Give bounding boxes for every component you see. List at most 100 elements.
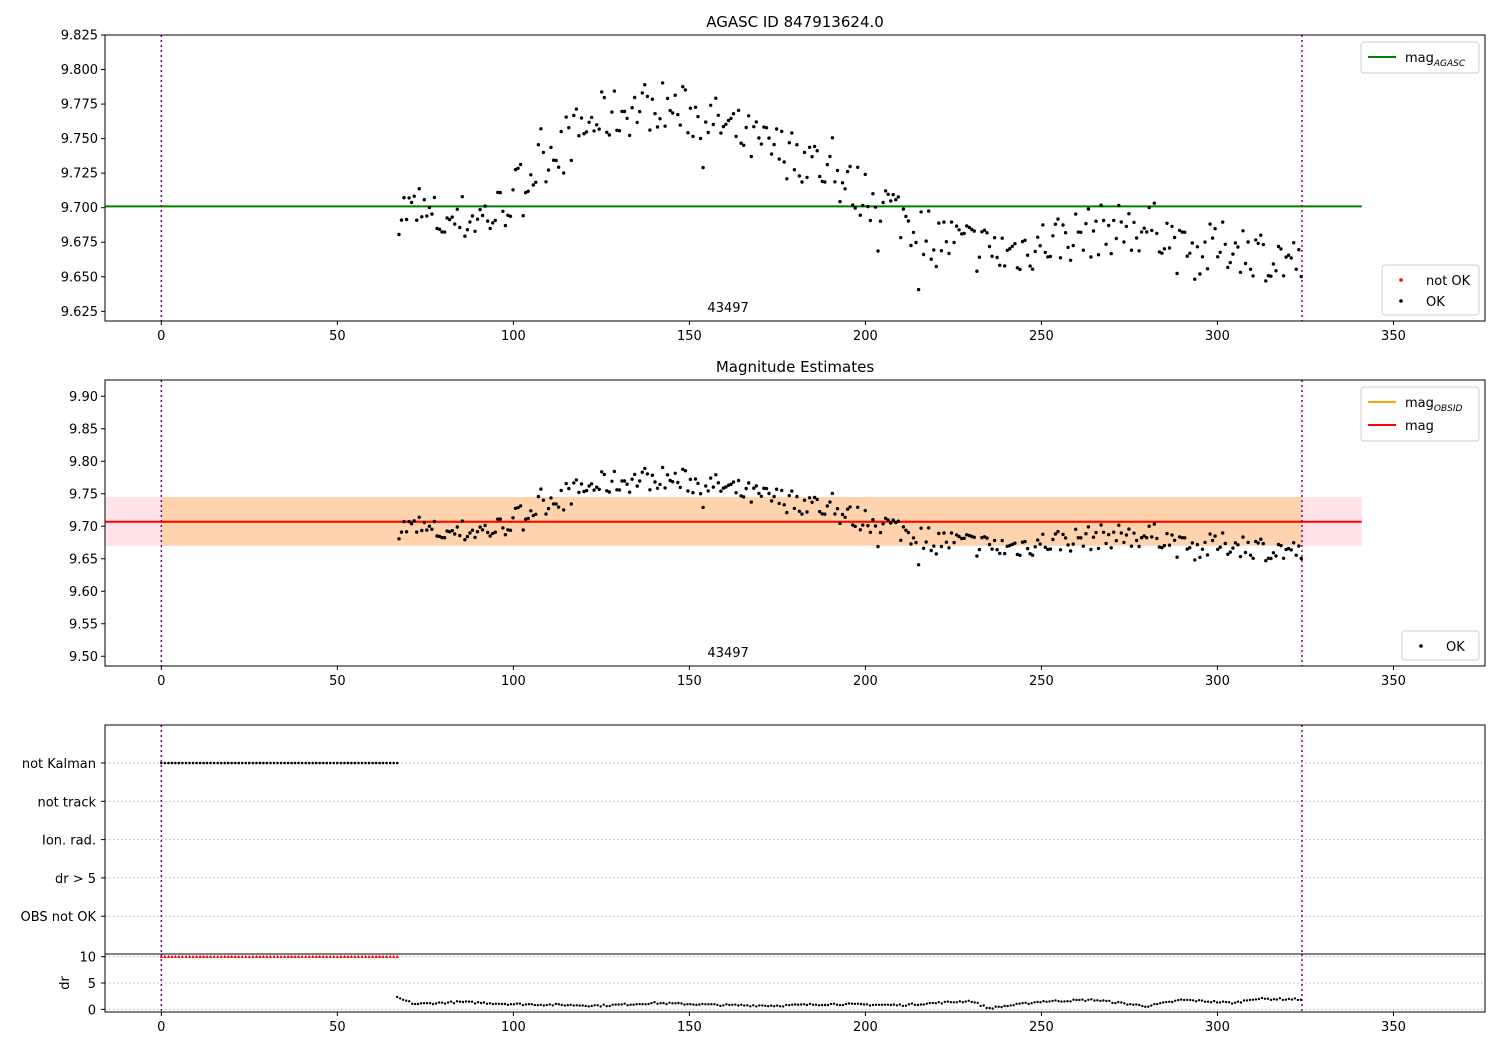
ok-point: [643, 466, 647, 471]
dr-ok-point: [479, 1001, 483, 1005]
ok-point: [483, 204, 487, 208]
dr-ok-point: [892, 1003, 896, 1006]
x-tick-label: 0: [157, 1020, 165, 1035]
ok-point: [584, 130, 589, 134]
dr-ok-point: [542, 1004, 545, 1007]
dr-ok-point: [1105, 999, 1108, 1003]
ok-point: [1147, 524, 1151, 528]
dr-ok-point: [1093, 999, 1096, 1002]
ok-point: [526, 516, 530, 521]
flag-point: [350, 761, 353, 765]
ok-point: [949, 220, 954, 224]
dr-ok-point: [898, 1003, 902, 1006]
ok-point: [797, 174, 802, 178]
dr-ok-point: [901, 1004, 905, 1008]
ok-point: [645, 472, 650, 476]
ok-point: [1084, 532, 1088, 536]
ok-point: [493, 218, 497, 223]
dr-not-ok-point: [170, 954, 174, 958]
flag-point: [279, 761, 283, 765]
dr-not-ok-point: [392, 954, 396, 958]
ok-point: [792, 168, 797, 172]
dr-ok-point: [518, 1002, 522, 1005]
ok-point: [818, 174, 822, 179]
dr-ok-point: [671, 1002, 674, 1005]
dr-ok-point: [422, 1002, 426, 1005]
dr-ok-point: [967, 999, 970, 1002]
dr-ok-point: [1021, 1001, 1024, 1005]
ok-point: [1127, 527, 1131, 531]
ok-point: [780, 129, 784, 134]
ok-point: [625, 482, 629, 486]
ok-point: [1170, 224, 1174, 229]
ok-point: [534, 180, 538, 184]
flag-category-label: not Kalman: [22, 757, 96, 772]
ok-point: [987, 244, 992, 249]
ok-point: [567, 486, 571, 491]
ok-point: [1185, 254, 1189, 258]
flag-point: [216, 761, 219, 765]
dr-ok-point: [623, 1002, 626, 1005]
ok-point: [635, 484, 639, 488]
ok-point: [985, 231, 989, 235]
ok-point: [607, 490, 611, 494]
ok-point: [506, 528, 510, 532]
ok-point: [412, 519, 416, 523]
ok-point: [1068, 258, 1073, 262]
ok-point: [998, 263, 1002, 267]
dr-ok-point: [1171, 1000, 1174, 1004]
ok-point: [572, 481, 576, 485]
ok-point: [1190, 541, 1195, 545]
dr-ok-point: [437, 1001, 441, 1004]
dr-ok-point: [512, 1003, 516, 1006]
ok-point: [977, 547, 982, 552]
dr-ok-point: [572, 1004, 575, 1007]
ok-point: [602, 472, 606, 477]
ok-point: [1152, 522, 1157, 526]
ok-point: [660, 81, 665, 85]
ok-point: [633, 472, 637, 477]
ok-point: [511, 516, 515, 520]
dr-ok-point: [752, 1004, 755, 1007]
ok-point: [1256, 241, 1260, 246]
ok-point: [453, 222, 457, 226]
dr-not-ok-point: [346, 954, 350, 958]
flag-point: [226, 761, 230, 765]
dr-not-ok-point: [282, 954, 287, 958]
dr-ok-point: [877, 1003, 881, 1006]
dr-not-ok-point: [286, 954, 290, 958]
ok-point: [1051, 537, 1055, 542]
ok-point: [1162, 247, 1167, 251]
ok-point: [653, 480, 657, 484]
dr-ok-point: [946, 1000, 949, 1003]
dr-ok-point: [482, 1001, 486, 1004]
dr-ok-point: [1033, 1001, 1036, 1004]
dr-ok-point: [1293, 997, 1297, 1000]
ok-point: [914, 240, 918, 245]
dr-not-ok-point: [240, 954, 244, 958]
ok-point: [894, 198, 898, 202]
dr-ok-point: [889, 1003, 893, 1007]
flags-plot: not Kalman not track Ion. rad. dr > 5 OBS no…: [21, 724, 1486, 955]
ok-point: [744, 125, 748, 130]
dr-ok-point: [925, 1002, 928, 1005]
ok-point: [1000, 538, 1004, 543]
ok-point: [589, 482, 594, 486]
ok-point: [518, 504, 523, 508]
ok-point: [645, 94, 650, 99]
ok-point: [698, 492, 703, 496]
dr-ok-point: [485, 1002, 489, 1005]
ok-point: [407, 519, 411, 524]
ok-point: [1053, 532, 1058, 536]
ok-point: [516, 506, 520, 510]
ok-point: [807, 145, 812, 149]
ok-point: [1086, 525, 1091, 529]
y-tick-label: 10: [79, 951, 96, 966]
ok-point: [848, 164, 852, 169]
ok-point: [927, 209, 931, 213]
ok-point: [412, 194, 416, 198]
ok-point: [486, 530, 490, 535]
flag-point: [269, 761, 272, 765]
ok-point: [990, 547, 994, 551]
dr-not-ok-point: [279, 954, 283, 958]
